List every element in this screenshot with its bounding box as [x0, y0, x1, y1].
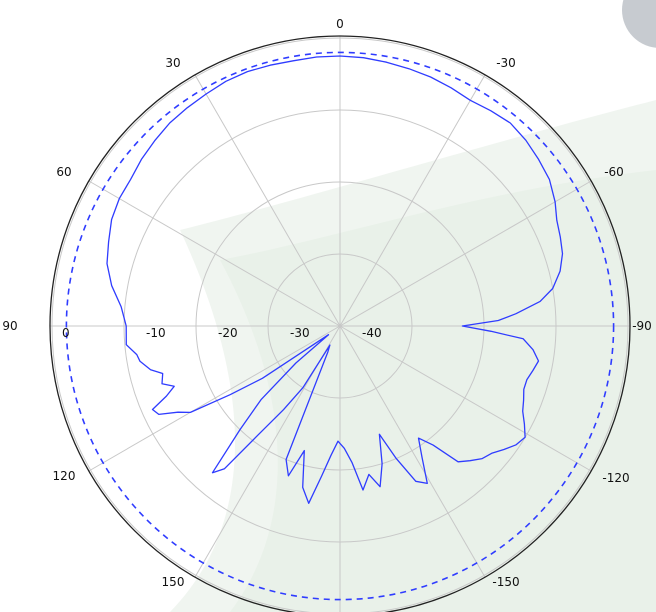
angle-tick-label: 150: [162, 575, 185, 589]
radial-tick-label: -30: [290, 326, 310, 340]
trace-layer: [65, 51, 615, 601]
radial-tick-label: 0: [62, 326, 70, 340]
grid-spoke: [339, 325, 592, 472]
radial-tick-label: -40: [362, 326, 382, 340]
angle-tick-label: 120: [53, 469, 76, 483]
radial-tick-label: -20: [218, 326, 238, 340]
grid-spoke: [88, 180, 341, 327]
polar-grid: [49, 35, 631, 612]
angle-tick-label: -90: [632, 319, 652, 333]
angle-tick-label: -30: [496, 56, 516, 70]
angle-tick-label: 30: [165, 56, 180, 70]
angle-tick-label: -150: [492, 575, 519, 589]
angle-tick-label: -120: [602, 471, 629, 485]
angle-tick-label: 60: [56, 165, 71, 179]
grid-spoke: [194, 74, 341, 327]
corner-globe-decoration: [622, 0, 656, 48]
grid-spoke: [88, 325, 341, 472]
reference-trace-dashed: [65, 51, 615, 601]
angle-tick-label: 0: [336, 17, 344, 31]
grid-spoke: [339, 74, 486, 327]
radiation-pattern-trace: [106, 55, 564, 504]
grid-spoke: [339, 180, 592, 327]
background-green-wash-inner: [220, 170, 656, 612]
grid-spoke: [339, 325, 486, 578]
outer-ring: [49, 35, 631, 612]
angle-tick-label: -60: [604, 165, 624, 179]
radial-tick-label: -10: [146, 326, 166, 340]
label-layer: 0 30 60 90 120 150 -30 -60 -90 -120 -150 0 -10 -20 -30…: [2, 17, 651, 589]
angle-tick-label: 90: [2, 319, 17, 333]
